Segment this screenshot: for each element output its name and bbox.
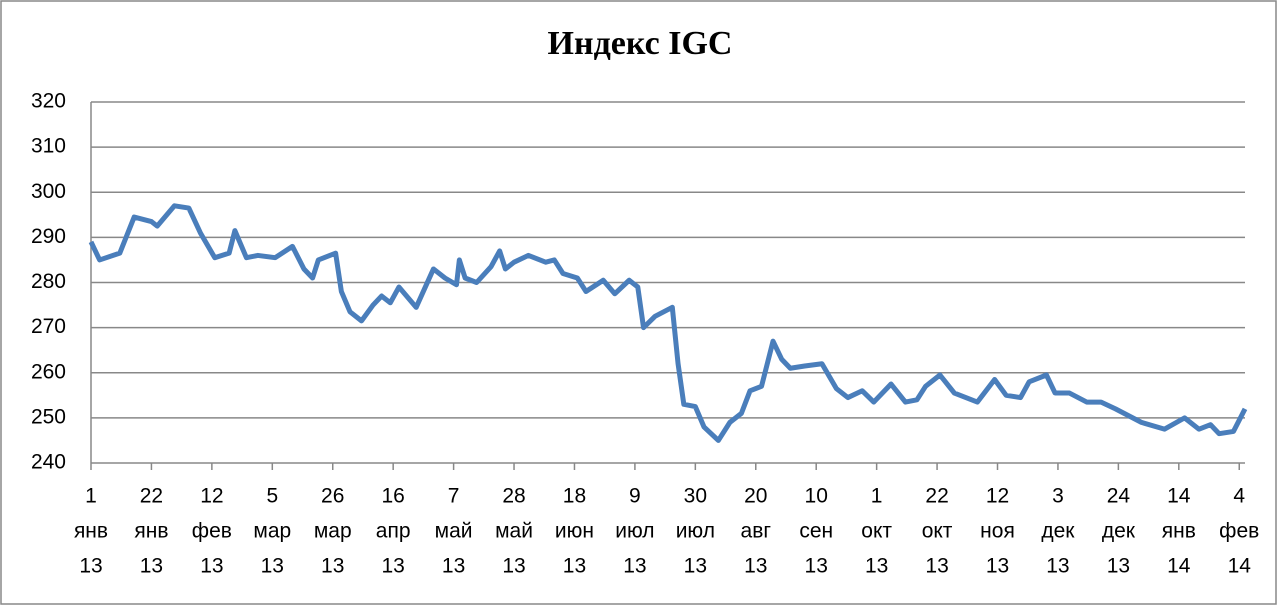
x-tick-label: 13 [261,555,284,578]
x-tick-label: мар [314,520,352,543]
chart-title: Индекс IGC [548,25,733,62]
x-tick-label: 13 [502,555,525,578]
x-tick-label: 18 [563,485,586,508]
y-tick-label: 240 [31,451,66,474]
x-tick-label: 24 [1107,485,1131,508]
x-tick-label: 30 [684,485,707,508]
x-tick-label: 13 [442,555,465,578]
x-tick-label: мар [253,520,291,543]
x-tick-label: 13 [865,555,888,578]
x-tick-label: 13 [805,555,828,578]
x-tick-label: 14 [1167,555,1191,578]
y-tick-label: 280 [31,270,66,293]
x-tick-label: 13 [1046,555,1069,578]
x-tick-label: 1 [871,485,883,508]
x-tick-label: 7 [448,485,460,508]
y-tick-label: 250 [31,405,66,428]
x-tick-label: июл [676,520,715,543]
x-tick-label: окт [861,520,892,543]
x-tick-label: 26 [321,485,344,508]
x-tick-label: 13 [140,555,163,578]
x-tick-label: 12 [986,485,1009,508]
x-tick-label: 13 [1107,555,1130,578]
x-tick-label: 9 [629,485,641,508]
y-tick-label: 300 [31,180,66,203]
x-tick-label: янв [1162,520,1196,543]
x-tick-label: май [435,520,473,543]
x-tick-label: фев [192,520,232,543]
x-tick-label: июл [615,520,654,543]
x-tick-label: дек [1041,520,1075,543]
x-tick-label: 13 [563,555,586,578]
x-tick-label: 13 [744,555,767,578]
x-tick-label: янв [74,520,108,543]
x-tick-label: 3 [1052,485,1064,508]
x-tick-label: 13 [321,555,344,578]
x-tick-label: 13 [200,555,223,578]
x-tick-label: 4 [1233,485,1245,508]
x-tick-label: 14 [1167,485,1191,508]
x-tick-label: 20 [744,485,767,508]
x-tick-label: 1 [85,485,97,508]
y-tick-label: 320 [31,90,66,113]
y-tick-label: 260 [31,360,66,383]
y-tick-label: 270 [31,315,66,338]
x-tick-label: 28 [502,485,525,508]
x-tick-label: 10 [805,485,828,508]
x-tick-label: 22 [925,485,948,508]
x-tick-label: 12 [200,485,223,508]
x-tick-label: 5 [266,485,278,508]
x-tick-label: 22 [140,485,163,508]
y-tick-label: 310 [31,135,66,158]
x-tick-label: сен [799,520,833,543]
x-tick-label: ноя [980,520,1015,543]
x-tick-label: май [495,520,533,543]
data-line [88,203,1248,443]
x-tick-label: 13 [381,555,404,578]
x-tick-label: 13 [79,555,102,578]
x-tick-label: янв [134,520,168,543]
x-tick-label: 13 [925,555,948,578]
x-tick-label: дек [1102,520,1136,543]
x-tick-label: 16 [381,485,404,508]
x-tick-label: 13 [684,555,707,578]
x-tick-label: апр [376,520,411,543]
y-tick-label: 290 [31,225,66,248]
x-tick-label: окт [922,520,953,543]
x-tick-label: авг [741,520,772,543]
x-tick-label: июн [555,520,594,543]
x-tick-label: 13 [986,555,1009,578]
x-tick-label: 14 [1228,555,1252,578]
x-tick-label: фев [1219,520,1259,543]
x-tick-label: 13 [623,555,646,578]
